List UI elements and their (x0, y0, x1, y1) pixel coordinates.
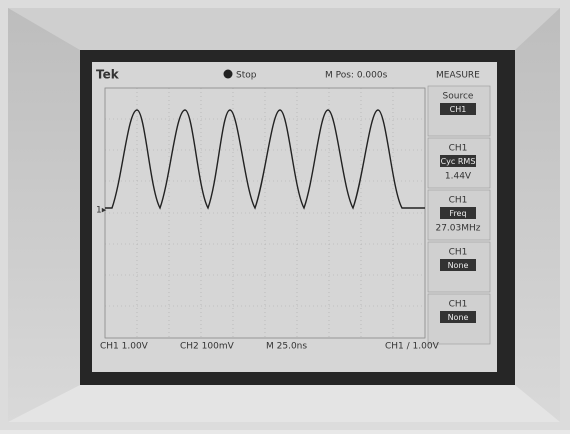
menu-value: Freq (449, 209, 466, 218)
time-scale: M 25.0ns (266, 342, 307, 352)
ch2-scale: CH2 100mV (180, 342, 235, 352)
menu-title: MEASURE (436, 71, 480, 81)
side-menu: Source CH1 CH1 Cyc RMS 1.44V CH1 Freq 27.03MHz C… (428, 86, 490, 344)
menu-label: CH1 (449, 248, 468, 258)
menu-label: Source (443, 92, 474, 102)
trigger: CH1 / 1.00V (385, 342, 440, 352)
menu-label: CH1 (449, 300, 468, 310)
menu-reading: 1.44V (445, 172, 472, 182)
oscilloscope-photo: 1▸ Tek Stop M Pos: 0.000s MEASURE Source… (0, 0, 570, 430)
brand: Tek (96, 68, 120, 82)
page: 1▸ Tek Stop M Pos: 0.000s MEASURE Source… (0, 0, 570, 430)
position: M Pos: 0.000s (325, 71, 388, 81)
status-dot (224, 70, 233, 79)
ch1-marker: 1▸ (96, 206, 107, 216)
status: Stop (236, 71, 257, 81)
bezel-top (8, 8, 560, 50)
ch1-scale: CH1 1.00V (100, 342, 149, 352)
menu-label: CH1 (449, 144, 468, 154)
menu-value: Cyc RMS (441, 157, 476, 166)
menu-value: None (448, 261, 469, 270)
menu-reading: 27.03MHz (435, 224, 480, 234)
bezel-bottom (8, 385, 560, 422)
menu-value: CH1 (450, 105, 467, 114)
menu-label: CH1 (449, 196, 468, 206)
menu-value: None (448, 313, 469, 322)
